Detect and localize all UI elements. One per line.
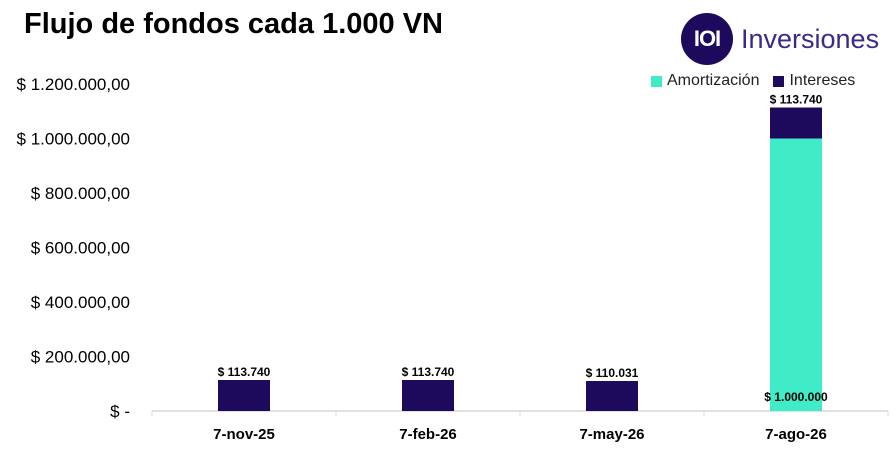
bar-intereses: [218, 380, 270, 411]
chart-legend: Amortización Intereses: [651, 72, 855, 90]
bar-amortizacion: [770, 138, 822, 411]
y-tick-label: $ 200.000,00: [31, 348, 130, 367]
legend-swatch-intereses: [773, 75, 785, 87]
legend-swatch-amortizacion: [651, 75, 662, 87]
data-label-intereses: $ 113.740: [218, 365, 271, 379]
brand-name: Inversiones: [741, 23, 880, 54]
y-tick-label: $ 400.000,00: [31, 293, 130, 312]
data-label-intereses: $ 113.740: [402, 365, 455, 379]
y-tick-label: $ 600.000,00: [31, 239, 130, 258]
x-tick-label: 7-may-26: [579, 426, 644, 443]
legend-label-intereses: Intereses: [789, 72, 856, 89]
x-tick-label: 7-ago-26: [765, 426, 827, 443]
bar-intereses: [770, 107, 822, 139]
y-tick-label: $ 1.000.000,00: [17, 130, 130, 149]
brand-logo-mark: IOI: [693, 26, 721, 51]
x-tick-label: 7-feb-26: [399, 426, 457, 443]
data-label-amortizacion: $ 1.000.000: [764, 390, 828, 404]
brand-logo: IOI Inversiones: [681, 13, 880, 65]
legend-item-amortizacion: Amortización: [651, 72, 759, 90]
legend-item-intereses: Intereses: [773, 72, 855, 90]
bar-intereses: [586, 381, 638, 411]
y-tick-label: $ -: [110, 402, 130, 421]
data-label-intereses: $ 113.740: [770, 93, 823, 107]
bar-intereses: [402, 380, 454, 411]
y-tick-label: $ 800.000,00: [31, 184, 130, 203]
legend-label-amortizacion: Amortización: [667, 72, 760, 89]
x-tick-label: 7-nov-25: [213, 426, 275, 443]
brand-logo-icon: IOI: [681, 13, 733, 65]
data-label-intereses: $ 110.031: [586, 366, 639, 380]
y-tick-label: $ 1.200.000,00: [17, 75, 130, 94]
chart-title: Flujo de fondos cada 1.000 VN: [24, 8, 443, 40]
